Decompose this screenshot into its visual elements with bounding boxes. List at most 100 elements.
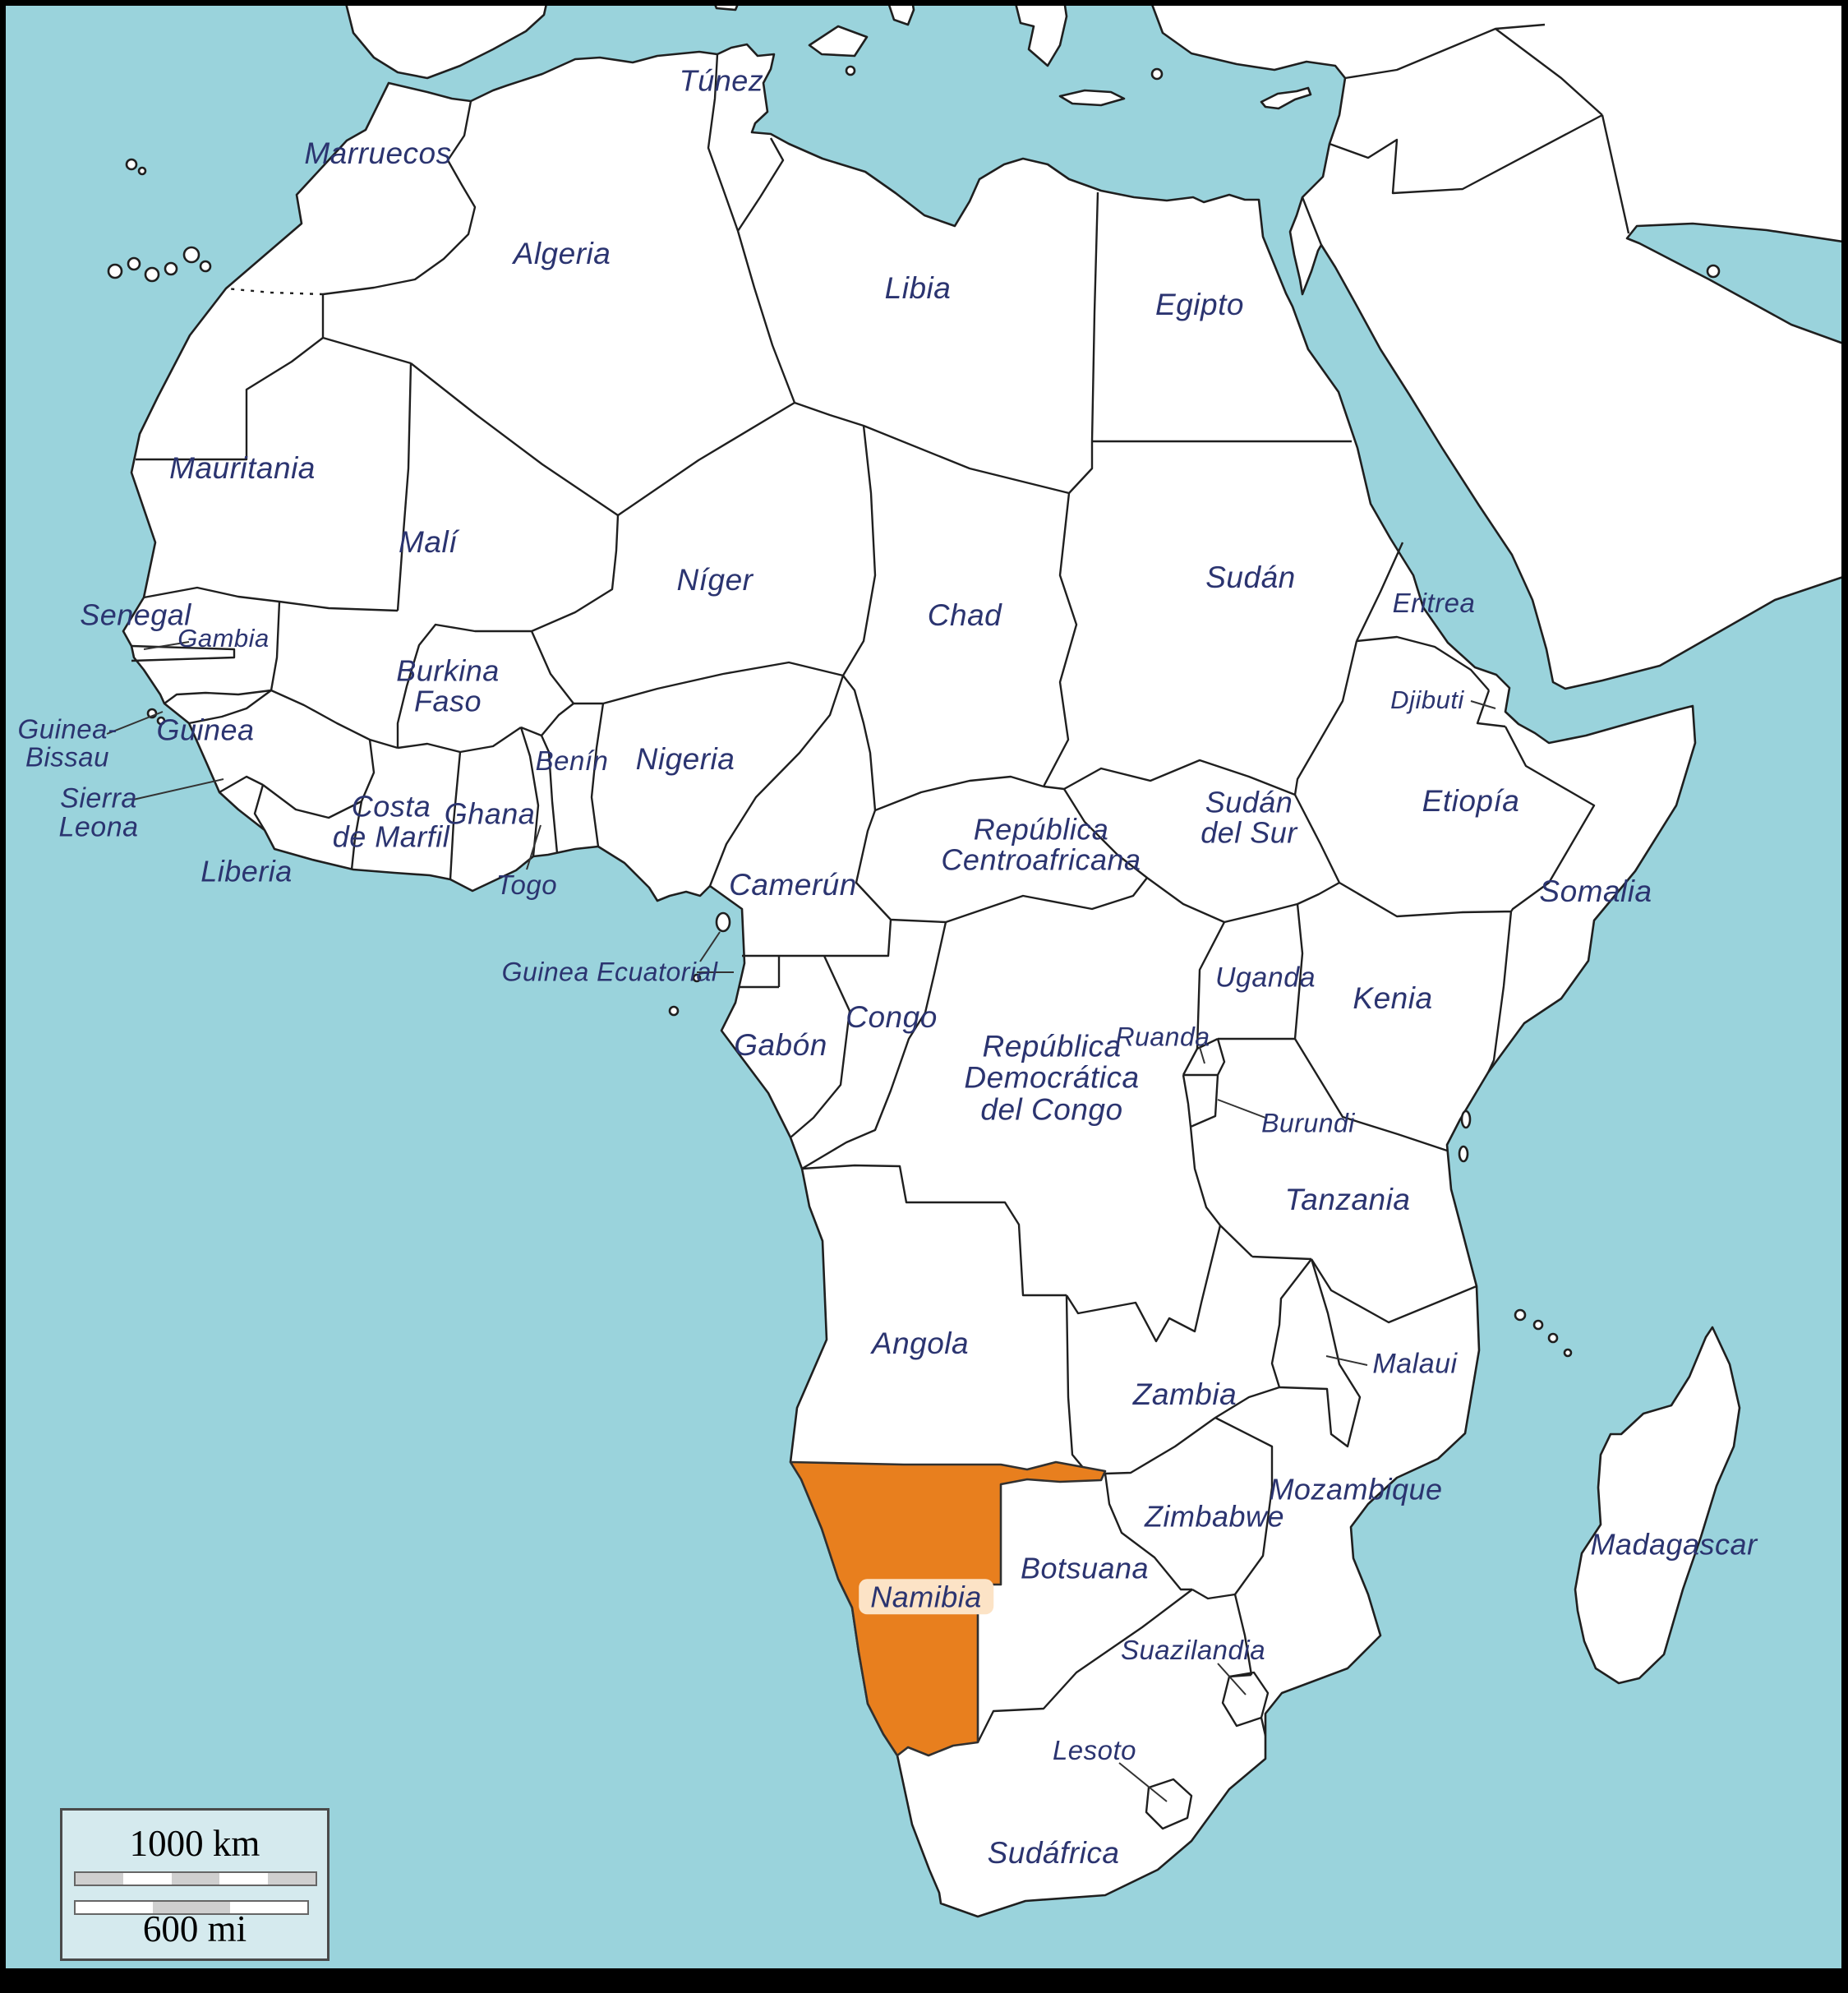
- label-botsuana: Botsuana: [1020, 1551, 1150, 1585]
- label-senegal: Senegal: [80, 597, 191, 632]
- label-malaui: Malaui: [1372, 1348, 1458, 1380]
- frame-bottom: [0, 1968, 1848, 1993]
- label-chad: Chad: [927, 597, 1002, 632]
- label-tunez: Túnez: [679, 63, 764, 98]
- island-canary2-shape: [127, 256, 141, 271]
- island-canary5-shape: [182, 246, 200, 264]
- frame-left: [0, 0, 6, 1993]
- island-canary3-shape: [144, 266, 160, 283]
- label-djibuti: Djibuti: [1390, 685, 1464, 714]
- label-egipto: Egipto: [1155, 287, 1244, 321]
- label-sudan: Sudán: [1205, 560, 1296, 594]
- leader-line-togo: [526, 824, 541, 870]
- label-algeria: Algeria: [513, 236, 611, 270]
- label-congo: Congo: [846, 999, 938, 1034]
- island-canary1-shape: [107, 263, 123, 279]
- island-madeira2-shape: [137, 166, 147, 176]
- frame-top: [0, 0, 1848, 6]
- label-costa-de-marfil: Costa de Marfil: [332, 789, 450, 854]
- island-pemba-shape: [1460, 1110, 1472, 1129]
- island-bioko-shape: [715, 911, 731, 933]
- label-lesoto: Lesoto: [1052, 1734, 1137, 1765]
- label-gambia: Gambia: [177, 623, 270, 653]
- label-tanzania: Tanzania: [1284, 1182, 1411, 1216]
- label-mauritania: Mauritania: [169, 450, 316, 485]
- label-camerun: Camerún: [729, 867, 857, 902]
- label-marruecos: Marruecos: [304, 136, 452, 170]
- label-mozambique: Mozambique: [1269, 1472, 1443, 1506]
- label-gabon: Gabón: [734, 1027, 827, 1062]
- island-principe-shape: [692, 973, 702, 983]
- label-uganda: Uganda: [1214, 962, 1316, 994]
- island-comoros1-shape: [1514, 1308, 1527, 1322]
- leader-line-guinea-bissau: [106, 711, 164, 735]
- label-kenia: Kenia: [1353, 980, 1433, 1015]
- label-sudan-del-sur: Sudán del Sur: [1201, 785, 1297, 850]
- island-comoros4-shape: [1563, 1348, 1573, 1358]
- island-bahrain-shape: [1706, 264, 1721, 279]
- asia-landmass-shape: [1149, 0, 1848, 690]
- island-madeira-shape: [125, 158, 138, 171]
- leader-line-ruanda: [1199, 1046, 1205, 1064]
- africa-continent-shape: [122, 43, 1697, 1918]
- label-somalia: Somalia: [1539, 874, 1652, 908]
- label-libia: Libia: [884, 270, 952, 305]
- island-crete-shape: [1058, 89, 1126, 107]
- label-nigeria: Nigeria: [635, 741, 735, 776]
- label-burundi: Burundi: [1261, 1108, 1355, 1138]
- island-spain-shape: [343, 0, 549, 80]
- label-guinea-ecuatorial: Guinea Ecuatorial: [501, 957, 718, 987]
- island-bijagos2-shape: [156, 716, 166, 726]
- country-borders-layer: [131, 23, 1630, 1830]
- label-ruanda: Ruanda: [1115, 1022, 1210, 1052]
- label-suazilandia: Suazilandia: [1120, 1634, 1266, 1665]
- island-malta-shape: [845, 65, 856, 76]
- island-cyprus-shape: [1260, 86, 1312, 110]
- label-burkina-faso: Burkina Faso: [396, 653, 500, 718]
- scale-mi-label: 600 mi: [142, 1908, 247, 1949]
- label-etiopia: Etiopía: [1422, 783, 1520, 818]
- island-comoros3-shape: [1547, 1332, 1559, 1344]
- label-madagascar: Madagascar: [1590, 1527, 1758, 1562]
- label-guinea-bissau: Guinea- Bissau: [17, 713, 118, 773]
- leader-line-gambia: [143, 641, 190, 650]
- island-comoros2-shape: [1532, 1319, 1544, 1331]
- label-angola: Angola: [871, 1326, 970, 1360]
- leader-line-burundi: [1217, 1099, 1266, 1119]
- label-zambia: Zambia: [1132, 1377, 1237, 1411]
- leader-line-sierra-leona: [132, 778, 224, 800]
- leader-line-suazilandia: [1217, 1663, 1247, 1695]
- island-canary6-shape: [199, 260, 212, 273]
- label-liberia: Liberia: [200, 854, 293, 888]
- label-republica-democratica-del-congo: República Democrática del Congo: [964, 1029, 1140, 1127]
- label-namibia: Namibia: [859, 1579, 993, 1615]
- label-republica-centroafricana: República Centroafricana: [941, 812, 1141, 877]
- label-togo: Togo: [495, 869, 558, 900]
- leader-line-guinea-ecuatorial: [699, 931, 721, 962]
- label-eritrea: Eritrea: [1392, 587, 1476, 618]
- island-zanzibar-shape: [1458, 1145, 1469, 1163]
- leader-line-lesoto: [1118, 1762, 1168, 1802]
- island-sao-tome-shape: [668, 1005, 680, 1017]
- leader-line-djibuti: [1470, 700, 1496, 709]
- label-sierra-leona: Sierra Leona: [58, 782, 139, 843]
- label-zimbabwe: Zimbabwe: [1144, 1499, 1285, 1534]
- island-madagascar-shape: [1574, 1326, 1741, 1685]
- label-sudafrica: Sudáfrica: [987, 1835, 1120, 1870]
- label-guinea: Guinea: [156, 713, 255, 747]
- frame-right: [1841, 0, 1848, 1993]
- island-canary4-shape: [164, 261, 178, 276]
- scale-km-bar: [74, 1871, 317, 1886]
- island-sicily-shape: [808, 25, 869, 58]
- island-rhodes-shape: [1150, 67, 1164, 81]
- label-ghana: Ghana: [444, 796, 536, 831]
- label-niger: Níger: [676, 562, 753, 597]
- scale-mi-bar: [74, 1900, 309, 1915]
- leader-line-malaui: [1325, 1355, 1368, 1366]
- label-mali: Malí: [399, 524, 458, 559]
